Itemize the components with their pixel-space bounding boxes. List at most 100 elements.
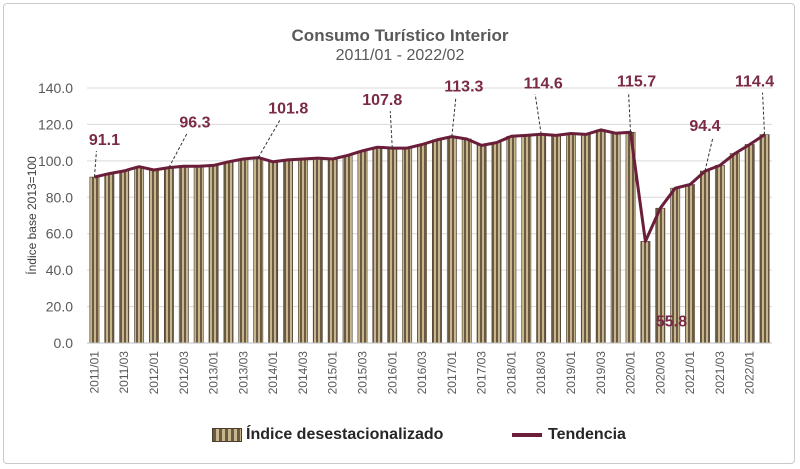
bar: [506, 135, 517, 344]
x-tick-label: 2019/01: [564, 351, 578, 395]
x-tick-label: 2015/03: [355, 351, 369, 395]
bar: [268, 161, 279, 344]
bar: [461, 138, 472, 344]
y-tick-label: 0.0: [54, 335, 74, 351]
y-tick-label: 120.0: [38, 116, 73, 132]
bar: [536, 133, 547, 344]
x-tick-label: 2014/03: [296, 351, 310, 395]
x-tick-label: 2013/03: [236, 351, 250, 395]
data-label: 101.8: [268, 101, 308, 118]
x-tick-label: 2014/01: [266, 351, 280, 395]
y-tick-label: 100.0: [38, 153, 73, 169]
bar: [149, 169, 159, 344]
line-layer: [94, 128, 766, 243]
legend-line-swatch: [512, 433, 542, 437]
bar: [759, 134, 770, 344]
x-tick-label: 2012/01: [147, 351, 161, 395]
x-tick-label: 2020/01: [624, 351, 638, 395]
trend-line: [94, 128, 766, 243]
x-tick-label: 2015/01: [326, 351, 340, 395]
data-label: 113.3: [444, 79, 483, 96]
axis-layer: 0.0 20.0 40.0 60.0 80.0 100.0 120.0 140.0 Índice…: [24, 80, 772, 394]
bar: [163, 167, 174, 344]
y-axis-label: Índice base 2013=100: [24, 156, 39, 275]
label-layer: 91.1 96.3 101.8 107.8 113.3 114.6 115.7 55.8 94.…: [89, 73, 774, 330]
bar: [298, 158, 308, 344]
bar: [387, 147, 398, 344]
bar: [640, 241, 651, 344]
annotation-leader: [168, 133, 188, 168]
bar: [342, 155, 353, 344]
data-label: 114.4: [735, 74, 774, 91]
bar: [327, 158, 338, 344]
y-tick-label: 140.0: [38, 80, 73, 96]
bar: [580, 134, 591, 344]
bar: [521, 135, 532, 344]
data-label: 55.8: [656, 313, 687, 330]
y-tick-label: 60.0: [46, 226, 73, 242]
bar: [744, 144, 755, 344]
bar: [610, 132, 621, 344]
x-tick-label: 2013/01: [207, 351, 221, 395]
bar: [208, 165, 219, 344]
bar: [446, 136, 457, 344]
annotation-leader: [534, 94, 542, 135]
x-tick-label: 2020/03: [653, 351, 667, 395]
bar: [357, 150, 368, 344]
x-tick-label: 2019/03: [594, 351, 608, 395]
y-tick-label: 80.0: [46, 189, 73, 205]
x-tick-label: 2021/03: [713, 351, 727, 395]
x-tick-label: 2017/01: [445, 351, 459, 395]
bar: [312, 157, 323, 344]
bar: [700, 170, 710, 344]
bar: [193, 166, 204, 344]
bar: [104, 173, 115, 344]
annotation-leader: [762, 92, 766, 135]
bar: [283, 159, 293, 344]
data-label: 94.4: [689, 118, 720, 135]
x-tick-label: 2018/01: [504, 351, 518, 395]
bar: [253, 157, 264, 344]
data-label: 96.3: [179, 115, 210, 132]
legend-bar-label: Índice desestacionalizado: [246, 426, 444, 443]
bar: [595, 129, 606, 344]
bar: [119, 170, 130, 344]
bar: [476, 145, 487, 344]
bar: [238, 158, 249, 344]
bar: [491, 142, 502, 344]
annotation-leader: [451, 97, 457, 137]
annotation-leader: [704, 136, 714, 172]
x-tick-label: 2021/01: [683, 351, 697, 395]
x-tick-label: 2011/01: [87, 351, 101, 394]
x-tick-label: 2017/03: [475, 351, 489, 395]
data-label: 115.7: [617, 73, 656, 90]
annotation-leader: [389, 111, 393, 149]
x-tick-label: 2012/03: [177, 351, 191, 395]
annotation-leader: [93, 151, 97, 178]
bar: [729, 153, 740, 344]
legend-bar: Índice desestacionalizado: [212, 426, 443, 444]
annotation-leader: [257, 119, 281, 158]
bar: [551, 135, 561, 344]
bar: [178, 166, 189, 344]
bar: [566, 133, 576, 344]
bar: [372, 146, 383, 344]
bar: [417, 144, 427, 344]
chart-title: Consumo Turístico Interior: [291, 26, 509, 45]
x-tick-label: 2011/03: [117, 351, 131, 394]
bar: [714, 165, 725, 344]
data-label: 91.1: [89, 132, 120, 149]
data-label: 114.6: [524, 75, 563, 92]
bar: [89, 176, 100, 344]
annotation-leader: [628, 92, 632, 133]
x-tick-label: 2016/03: [415, 351, 429, 395]
legend-line-label: Tendencia: [548, 426, 626, 443]
y-tick-label: 40.0: [46, 262, 73, 278]
bar: [432, 139, 442, 344]
bar-layer: [89, 129, 770, 344]
y-tick-label: 20.0: [46, 299, 73, 315]
x-tick-label: 2022/01: [743, 351, 757, 395]
bar: [223, 161, 234, 344]
legend-line: Tendencia: [512, 426, 626, 444]
